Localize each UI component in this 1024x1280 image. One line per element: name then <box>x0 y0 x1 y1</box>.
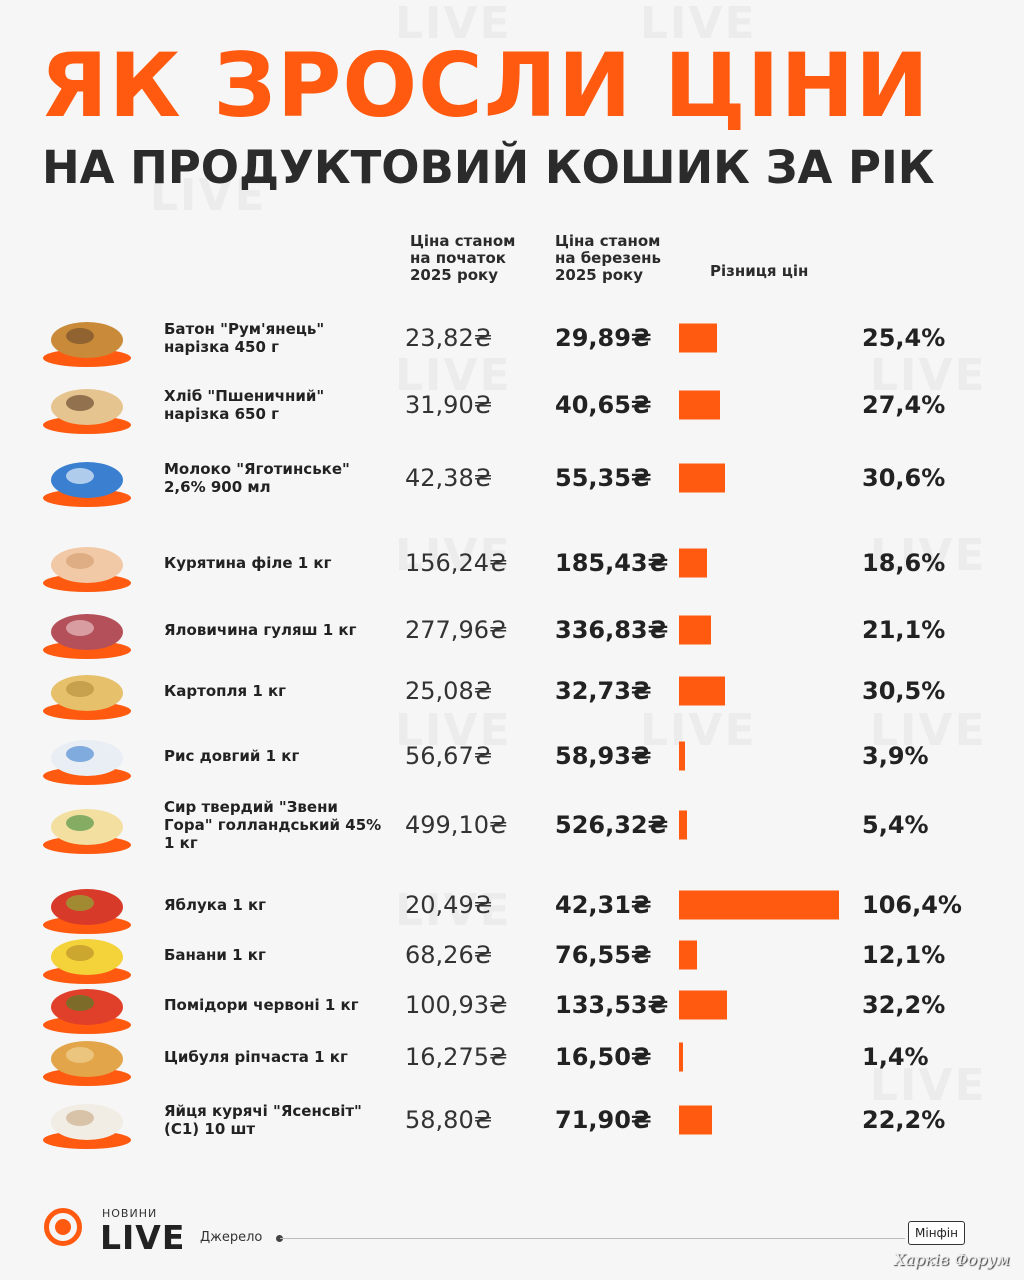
page-subtitle: НА ПРОДУКТОВИЙ КОШИК ЗА РІК <box>42 141 935 194</box>
source-name: Мінфін <box>908 1221 965 1245</box>
diff-bar <box>679 890 839 920</box>
diff-percent: 3,9% <box>862 742 929 770</box>
product-name: Помідори червоні 1 кг <box>164 996 359 1014</box>
price-start: 20,49₴ <box>405 891 493 919</box>
diff-bar <box>679 676 725 706</box>
product-name: Молоко "Яготинське" 2,6% 900 мл <box>164 460 350 496</box>
diff-percent: 18,6% <box>862 549 946 577</box>
price-march: 58,93₴ <box>555 742 652 770</box>
price-march: 40,65₴ <box>555 391 652 419</box>
diff-percent: 25,4% <box>862 324 946 352</box>
product-name: Яйця курячі "Ясенсвіт" (С1) 10 шт <box>164 1102 362 1138</box>
diff-percent: 22,2% <box>862 1106 946 1134</box>
product-name: Батон "Рум'янець" нарізка 450 г <box>164 320 325 356</box>
price-march: 29,89₴ <box>555 324 652 352</box>
price-start: 42,38₴ <box>405 464 493 492</box>
page-title: ЯК ЗРОСЛИ ЦІНИ <box>40 34 930 137</box>
price-march: 16,50₴ <box>555 1043 652 1071</box>
product-name: Банани 1 кг <box>164 946 266 964</box>
diff-bar <box>679 548 707 578</box>
price-march: 55,35₴ <box>555 464 652 492</box>
price-start: 16,275₴ <box>405 1043 508 1071</box>
forum-watermark: Харків Форум <box>894 1250 1010 1269</box>
price-start: 31,90₴ <box>405 391 493 419</box>
price-start: 156,24₴ <box>405 549 508 577</box>
chicken-icon <box>42 533 132 592</box>
price-start: 58,80₴ <box>405 1106 493 1134</box>
product-name: Яловичина гуляш 1 кг <box>164 621 357 639</box>
potato-icon <box>42 661 132 720</box>
source-label: Джерело <box>200 1230 263 1245</box>
diff-bar <box>679 323 717 353</box>
price-start: 56,67₴ <box>405 742 493 770</box>
product-name: Картопля 1 кг <box>164 682 286 700</box>
product-name: Хліб "Пшеничний" нарізка 650 г <box>164 387 325 423</box>
column-header-march: Ціна станом на березень 2025 року <box>555 232 662 284</box>
live-logo-dot <box>55 1219 71 1235</box>
column-header-start: Ціна станом на початок 2025 року <box>410 232 516 284</box>
product-name: Яблука 1 кг <box>164 896 266 914</box>
product-name: Рис довгий 1 кг <box>164 747 300 765</box>
diff-bar <box>679 615 711 645</box>
live-logo-icon <box>44 1208 82 1246</box>
diff-percent: 30,6% <box>862 464 946 492</box>
diff-percent: 30,5% <box>862 677 946 705</box>
price-march: 526,32₴ <box>555 811 669 839</box>
price-start: 68,26₴ <box>405 941 493 969</box>
cheese-icon <box>42 795 132 854</box>
tomato-icon <box>42 975 132 1034</box>
price-march: 336,83₴ <box>555 616 669 644</box>
price-start: 100,93₴ <box>405 991 508 1019</box>
diff-percent: 5,4% <box>862 811 929 839</box>
product-name: Цибуля ріпчаста 1 кг <box>164 1048 348 1066</box>
diff-bar <box>679 1042 683 1072</box>
price-start: 23,82₴ <box>405 324 493 352</box>
source-line <box>280 1238 905 1239</box>
banana-icon <box>42 925 132 984</box>
diff-bar <box>679 390 720 420</box>
diff-percent: 27,4% <box>862 391 946 419</box>
diff-percent: 1,4% <box>862 1043 929 1071</box>
price-march: 71,90₴ <box>555 1106 652 1134</box>
price-march: 32,73₴ <box>555 677 652 705</box>
rice-icon <box>42 726 132 785</box>
product-name: Курятина філе 1 кг <box>164 554 332 572</box>
product-name: Сир твердий "Звени Гора" голландський 45… <box>164 798 382 852</box>
milk-icon <box>42 448 132 507</box>
diff-bar <box>679 990 727 1020</box>
bread-icon <box>42 375 132 434</box>
column-header-diff: Різниця цін <box>710 262 809 280</box>
price-march: 133,53₴ <box>555 991 669 1019</box>
baton-icon <box>42 308 132 367</box>
price-march: 76,55₴ <box>555 941 652 969</box>
source-dot <box>276 1235 283 1242</box>
price-start: 25,08₴ <box>405 677 493 705</box>
brand-small: НОВИНИ <box>102 1207 158 1220</box>
price-start: 277,96₴ <box>405 616 508 644</box>
diff-percent: 12,1% <box>862 941 946 969</box>
watermark: LIVE <box>640 705 757 756</box>
brand-big: LIVE <box>100 1218 186 1257</box>
price-march: 185,43₴ <box>555 549 669 577</box>
price-march: 42,31₴ <box>555 891 652 919</box>
diff-bar <box>679 741 685 771</box>
onion-icon <box>42 1027 132 1086</box>
diff-bar <box>679 940 697 970</box>
eggs-icon <box>42 1090 132 1149</box>
diff-bar <box>679 463 725 493</box>
beef-icon <box>42 600 132 659</box>
diff-percent: 21,1% <box>862 616 946 644</box>
diff-bar <box>679 1105 712 1135</box>
diff-bar <box>679 810 687 840</box>
diff-percent: 106,4% <box>862 891 962 919</box>
apple-icon <box>42 875 132 934</box>
price-start: 499,10₴ <box>405 811 508 839</box>
diff-percent: 32,2% <box>862 991 946 1019</box>
